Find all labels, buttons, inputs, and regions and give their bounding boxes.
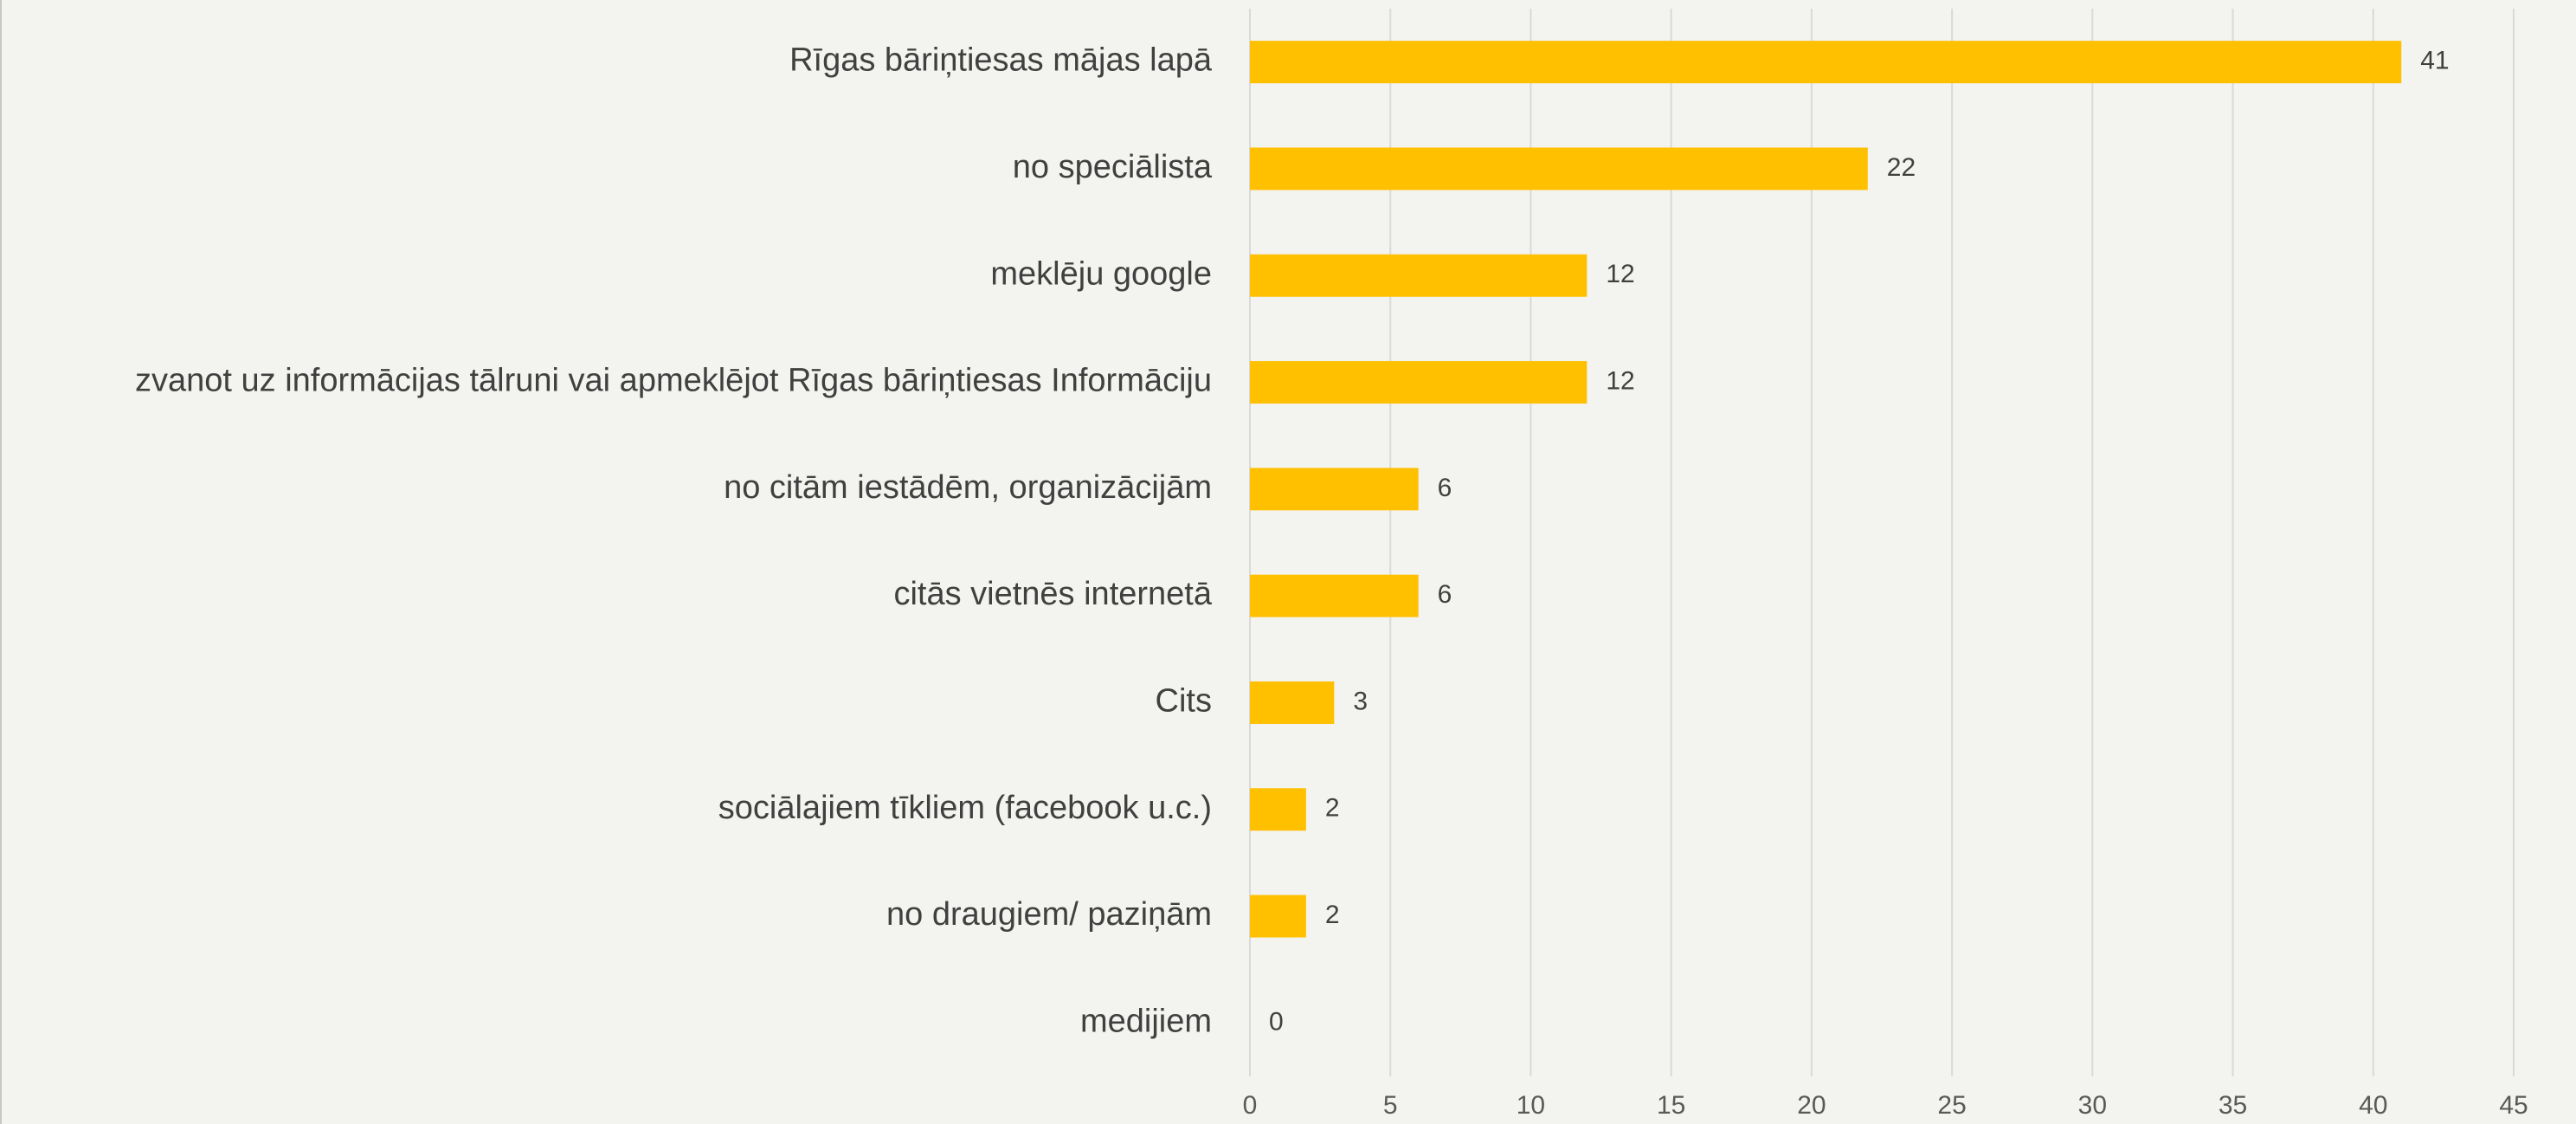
y-tick-label: meklēju google [990, 255, 1212, 292]
bar [1250, 468, 1419, 511]
y-tick-label: Cits [1156, 682, 1212, 719]
data-label: 3 [1353, 687, 1368, 715]
x-tick-label: 45 [2499, 1091, 2528, 1120]
x-tick-label: 40 [2359, 1091, 2387, 1120]
data-label: 6 [1438, 474, 1452, 502]
bar [1250, 147, 1868, 191]
y-tick-label: no citām iestādēm, organizācijām [724, 469, 1212, 506]
x-tick-label: 30 [2078, 1091, 2107, 1120]
data-label: 2 [1325, 794, 1340, 823]
data-label: 6 [1438, 580, 1452, 609]
x-tick-label: 15 [1657, 1091, 1685, 1120]
y-tick-label: medijiem [1080, 1003, 1212, 1039]
y-tick-label: Rīgas bāriņtiesas mājas lapā [789, 42, 1213, 79]
y-tick-label: sociālajiem tīkliem (facebook u.c.) [718, 790, 1212, 826]
bar [1250, 41, 2402, 84]
data-label: 41 [2420, 47, 2449, 75]
bar [1250, 361, 1587, 404]
data-label: 2 [1325, 901, 1340, 929]
data-label: 0 [1269, 1007, 1284, 1036]
y-tick-label: citās vietnēs internetā [893, 576, 1212, 612]
x-tick-label: 20 [1797, 1091, 1826, 1120]
x-tick-label: 10 [1517, 1091, 1545, 1120]
y-tick-label: no speciālista [1013, 149, 1213, 185]
data-label: 22 [1887, 153, 1916, 182]
bar [1250, 788, 1306, 831]
y-tick-label: zvanot uz informācijas tālruni vai apmek… [135, 363, 1212, 399]
x-tick-label: 0 [1243, 1091, 1258, 1120]
x-tick-label: 5 [1383, 1091, 1398, 1120]
x-tick-label: 35 [2219, 1091, 2247, 1120]
y-tick-label: no draugiem/ paziņām [886, 896, 1212, 933]
bar [1250, 681, 1335, 724]
bar [1250, 254, 1587, 297]
data-label: 12 [1606, 366, 1634, 395]
data-label: 12 [1606, 260, 1634, 288]
bar [1250, 895, 1306, 938]
x-tick-label: 25 [1937, 1091, 1966, 1120]
bar [1250, 574, 1419, 617]
